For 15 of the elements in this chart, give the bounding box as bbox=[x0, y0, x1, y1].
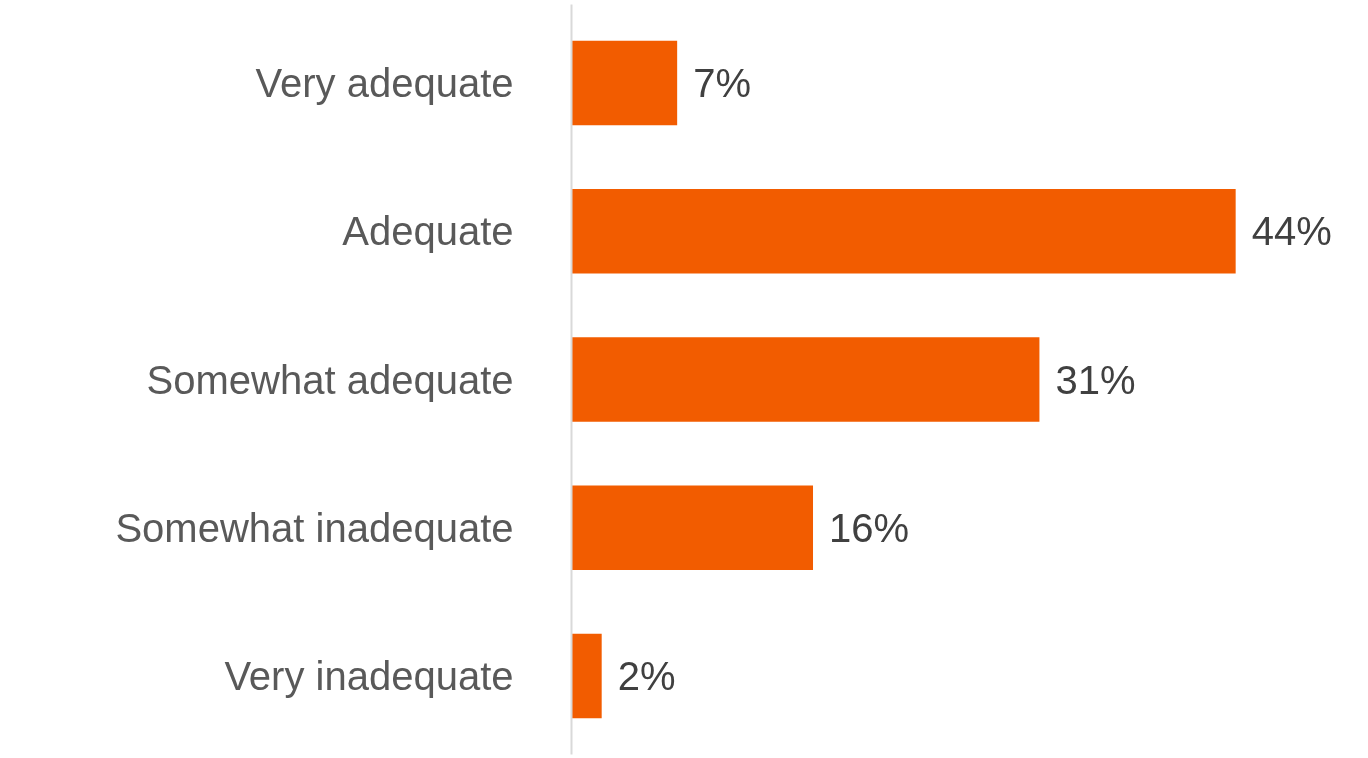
y-tick-label: Somewhat adequate bbox=[146, 357, 514, 402]
bar bbox=[571, 633, 602, 719]
y-tick-label: Somewhat inadequate bbox=[115, 505, 514, 550]
bar bbox=[571, 485, 814, 570]
y-tick-label: Very inadequate bbox=[224, 653, 514, 698]
bar bbox=[571, 40, 678, 126]
y-tick-label: Adequate bbox=[342, 209, 514, 254]
data-label: 16% bbox=[829, 505, 910, 550]
data-label: 31% bbox=[1055, 357, 1136, 402]
bar bbox=[571, 189, 1236, 274]
bar bbox=[571, 337, 1040, 422]
y-tick-label: Very adequate bbox=[255, 61, 514, 106]
data-label: 44% bbox=[1251, 209, 1332, 254]
data-label: 2% bbox=[617, 653, 676, 698]
data-label: 7% bbox=[693, 61, 751, 106]
